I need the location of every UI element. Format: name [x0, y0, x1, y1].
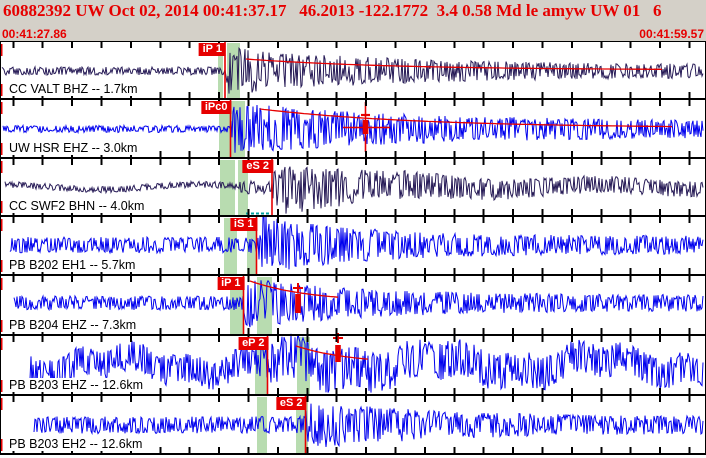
waveform-trace[interactable] — [33, 403, 704, 448]
waveform-trace[interactable] — [4, 166, 704, 214]
phase-pick-flag[interactable]: iPc0 — [200, 101, 232, 114]
waveform-trace[interactable] — [9, 215, 704, 270]
amplitude-cross-marker[interactable] — [293, 283, 303, 293]
left-edge-marker — [0, 278, 3, 290]
left-edge-marker — [0, 44, 3, 56]
left-edge-marker — [0, 320, 3, 332]
phase-window-band — [220, 160, 235, 215]
waveform-trace[interactable] — [2, 104, 704, 153]
amplitude-bar-marker[interactable] — [362, 120, 369, 134]
event-summary-text: 60882392 UW Oct 02, 2014 00:41:37.17 46.… — [3, 1, 662, 20]
left-edge-marker — [0, 398, 3, 410]
left-edge-marker — [0, 143, 3, 155]
waveform-trace[interactable] — [29, 333, 704, 393]
phase-window-band — [257, 397, 267, 453]
coda-decay-curve — [295, 345, 369, 360]
amplitude-bar-marker[interactable] — [335, 345, 341, 362]
left-edge-marker — [0, 201, 3, 213]
left-edge-marker — [0, 219, 3, 231]
phase-pick-flag[interactable]: iP 1 — [217, 277, 245, 290]
waveform-trace[interactable] — [13, 279, 704, 328]
amplitude-bar-marker[interactable] — [295, 294, 301, 313]
left-edge-marker — [0, 380, 3, 392]
left-edge-marker — [0, 84, 3, 96]
coda-decay-curve — [259, 108, 673, 128]
left-edge-marker — [0, 102, 3, 114]
left-edge-marker — [0, 260, 3, 272]
event-header: 60882392 UW Oct 02, 2014 00:41:37.17 46.… — [0, 0, 706, 41]
left-edge-marker — [0, 338, 3, 350]
phase-pick-flag[interactable]: iS 1 — [229, 218, 258, 231]
window-start-time: 00:41:27.86 — [2, 27, 67, 41]
phase-window-band — [224, 218, 237, 274]
phase-pick-flag[interactable]: eS 2 — [242, 160, 273, 173]
phase-pick-flag[interactable]: eP 2 — [238, 337, 269, 350]
window-end-time: 00:41:59.57 — [639, 27, 704, 41]
phase-pick-flag[interactable]: eS 2 — [275, 397, 307, 410]
left-edge-marker — [0, 161, 3, 173]
phase-pick-flag[interactable]: iP 1 — [198, 43, 226, 56]
coda-decay-curve — [245, 58, 662, 70]
waveform-trace[interactable] — [1, 46, 704, 94]
coda-decay-curve — [249, 280, 339, 298]
left-edge-marker — [0, 439, 3, 451]
phase-window-band — [218, 43, 223, 98]
